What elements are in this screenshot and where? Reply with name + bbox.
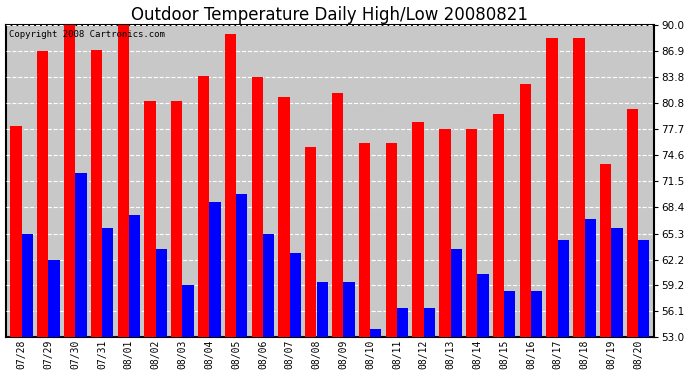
Bar: [117, 25, 129, 337]
Bar: [451, 249, 462, 337]
Bar: [129, 215, 140, 337]
Bar: [317, 282, 328, 337]
Bar: [305, 147, 317, 337]
Bar: [477, 274, 489, 337]
Bar: [424, 308, 435, 337]
Bar: [64, 25, 75, 337]
Bar: [198, 76, 209, 337]
Bar: [332, 93, 344, 337]
Bar: [504, 291, 515, 337]
Bar: [600, 164, 611, 337]
Bar: [279, 97, 290, 337]
Bar: [397, 308, 408, 337]
Bar: [493, 114, 504, 337]
Bar: [413, 122, 424, 337]
Bar: [156, 249, 167, 337]
Bar: [144, 101, 156, 337]
Bar: [10, 126, 21, 337]
Bar: [386, 143, 397, 337]
Bar: [584, 219, 595, 337]
Bar: [370, 329, 382, 337]
Bar: [466, 129, 477, 337]
Bar: [263, 234, 274, 337]
Bar: [236, 194, 247, 337]
Bar: [225, 33, 236, 337]
Bar: [48, 260, 60, 337]
Title: Outdoor Temperature Daily High/Low 20080821: Outdoor Temperature Daily High/Low 20080…: [131, 6, 529, 24]
Bar: [344, 282, 355, 337]
Bar: [531, 291, 542, 337]
Bar: [37, 51, 48, 337]
Bar: [209, 202, 221, 337]
Bar: [102, 228, 113, 337]
Bar: [638, 240, 649, 337]
Bar: [359, 143, 370, 337]
Bar: [252, 77, 263, 337]
Bar: [21, 234, 33, 337]
Bar: [558, 240, 569, 337]
Bar: [546, 38, 558, 337]
Bar: [440, 129, 451, 337]
Bar: [627, 110, 638, 337]
Bar: [75, 173, 86, 337]
Bar: [520, 84, 531, 337]
Bar: [182, 285, 194, 337]
Text: Copyright 2008 Cartronics.com: Copyright 2008 Cartronics.com: [9, 30, 165, 39]
Bar: [573, 38, 584, 337]
Bar: [171, 101, 182, 337]
Bar: [611, 228, 622, 337]
Bar: [290, 253, 301, 337]
Bar: [91, 50, 102, 337]
